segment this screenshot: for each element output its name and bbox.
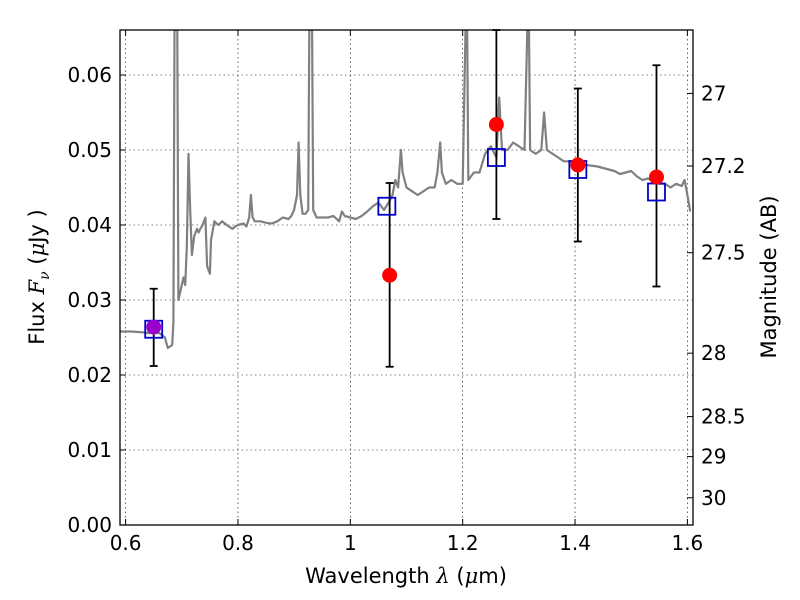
observed-point [382,267,398,283]
model-spectrum-line [120,30,692,350]
observed-point [488,117,504,132]
y-axis-right-label: Magnitude (AB) [757,195,781,358]
model-spectrum [120,30,692,350]
plot-frame [119,29,694,526]
magnitude-tick-label: 29 [701,445,726,469]
x-tick-label: 0.6 [110,531,142,555]
y-tick-label: 0.06 [67,63,112,87]
magnitude-axis-ticks: 27 27.2 27.5 28 28.5 29 30 [687,81,746,510]
observed-point [570,157,586,173]
y-tick-label: 0.00 [67,513,112,537]
y-tick-label: 0.03 [67,288,112,312]
y-tick-label: 0.05 [67,138,112,162]
x-tick-label: 1 [344,531,357,555]
magnitude-tick-label: 28 [701,341,726,365]
y-axis-ticks: 0.00 0.01 0.02 0.03 0.04 0.05 0.06 [67,63,126,537]
observed-point [146,319,162,335]
grid [120,30,693,525]
x-tick-label: 1.6 [671,531,703,555]
plot-background [120,30,693,525]
synthetic-point [377,196,397,216]
y-axis-label: Flux Fν (μJy ) [25,209,53,344]
synthetic-point [486,148,506,167]
magnitude-tick-label: 27 [701,81,726,105]
x-tick-label: 0.8 [222,531,254,555]
magnitude-tick-label: 27.2 [701,154,746,178]
magnitude-tick-label: 28.5 [701,405,746,429]
observed-points [146,117,664,335]
magnitude-tick-label: 30 [701,486,726,510]
x-axis-label: Wavelength λ (μm) [305,564,507,588]
x-tick-label: 1.4 [559,531,591,555]
y-tick-label: 0.02 [67,363,112,387]
x-axis-ticks: 0.6 0.8 1 1.2 1.4 1.6 [110,30,703,555]
magnitude-tick-label: 27.5 [701,241,746,265]
x-tick-label: 1.2 [447,531,479,555]
observed-point [648,169,664,185]
y-tick-label: 0.01 [67,438,112,462]
y-tick-label: 0.04 [67,213,112,237]
